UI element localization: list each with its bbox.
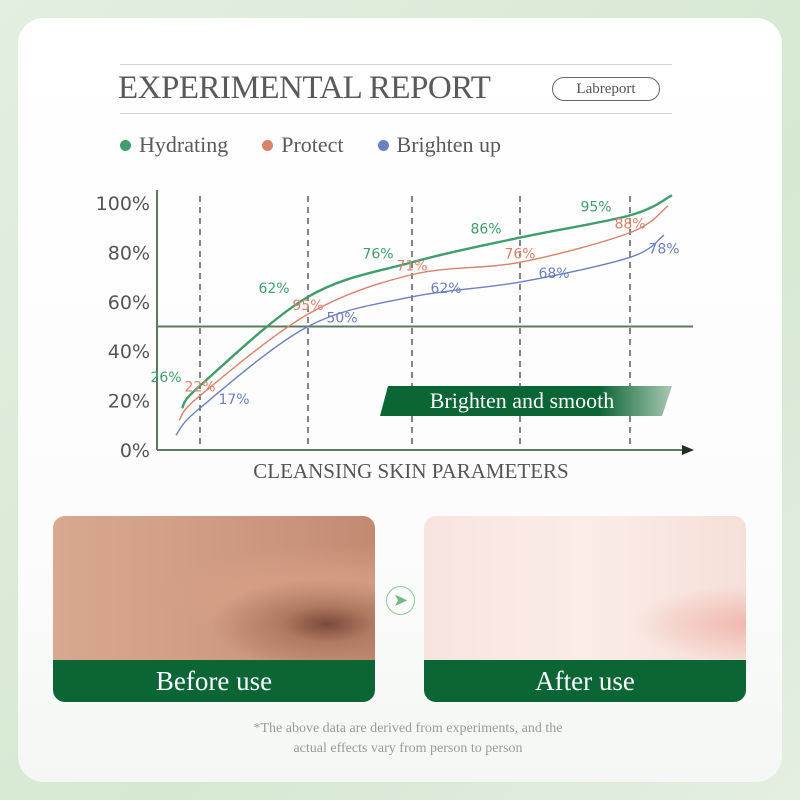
y-tick-label: 40%	[108, 341, 150, 363]
legend-label: Brighten up	[396, 132, 502, 157]
legend-dot	[377, 139, 389, 151]
data-label: 78%	[648, 241, 679, 257]
chevron-right-icon: ➤	[386, 586, 415, 615]
data-label: 88%	[614, 217, 645, 233]
before-skin-image	[53, 516, 375, 660]
y-tick-label: 60%	[108, 292, 150, 314]
labreport-badge: Labreport	[552, 77, 660, 101]
data-label: 76%	[504, 246, 535, 262]
data-label: 76%	[362, 246, 393, 262]
data-label: 50%	[326, 311, 357, 327]
x-axis-arrow	[682, 445, 694, 455]
data-label: 22%	[184, 380, 215, 396]
data-label: 62%	[258, 281, 289, 297]
data-label: 95%	[292, 298, 323, 314]
annotation-text: Brighten and smooth	[430, 388, 615, 413]
divider	[120, 113, 672, 114]
y-tick-label: 20%	[108, 391, 150, 413]
y-tick-label: 100%	[96, 193, 150, 215]
data-label: 71%	[396, 259, 427, 275]
footnote: *The above data are derived from experim…	[0, 719, 800, 759]
data-label: 68%	[538, 266, 569, 282]
y-tick-label: 80%	[108, 242, 150, 264]
data-label: 95%	[580, 199, 611, 215]
y-tick-label: 0%	[120, 440, 150, 462]
legend-label: Hydrating	[139, 132, 229, 157]
series-line-hydrating	[180, 194, 673, 409]
legend-label: Protect	[281, 132, 344, 157]
data-label: 26%	[150, 370, 181, 386]
legend-item-brighten: Brighten up	[377, 132, 502, 158]
data-label: 17%	[218, 392, 249, 408]
legend-dot	[120, 139, 131, 151]
series-line-protect	[178, 205, 669, 421]
legend-item-protect: Protect	[262, 132, 344, 158]
data-label: 62%	[430, 281, 461, 297]
footnote-line: actual effects vary from person to perso…	[293, 741, 523, 756]
page-title: EXPERIMENTAL REPORT	[118, 70, 491, 106]
before-photo: Before use	[53, 516, 375, 702]
footnote-line: *The above data are derived from experim…	[253, 721, 563, 736]
after-skin-image	[424, 516, 746, 660]
x-axis-label: CLEANSING SKIN PARAMETERS	[253, 459, 569, 483]
after-label: After use	[424, 660, 746, 702]
divider	[120, 64, 672, 65]
before-label: Before use	[53, 660, 375, 702]
annotation-banner	[380, 386, 672, 416]
after-photo: After use	[424, 516, 746, 702]
chart-legend: Hydrating Protect Brighten up	[120, 132, 501, 158]
series-line-brighten-up	[175, 234, 665, 436]
data-label: 86%	[470, 222, 501, 238]
legend-dot	[262, 139, 274, 151]
legend-item-hydrating: Hydrating	[120, 132, 228, 158]
